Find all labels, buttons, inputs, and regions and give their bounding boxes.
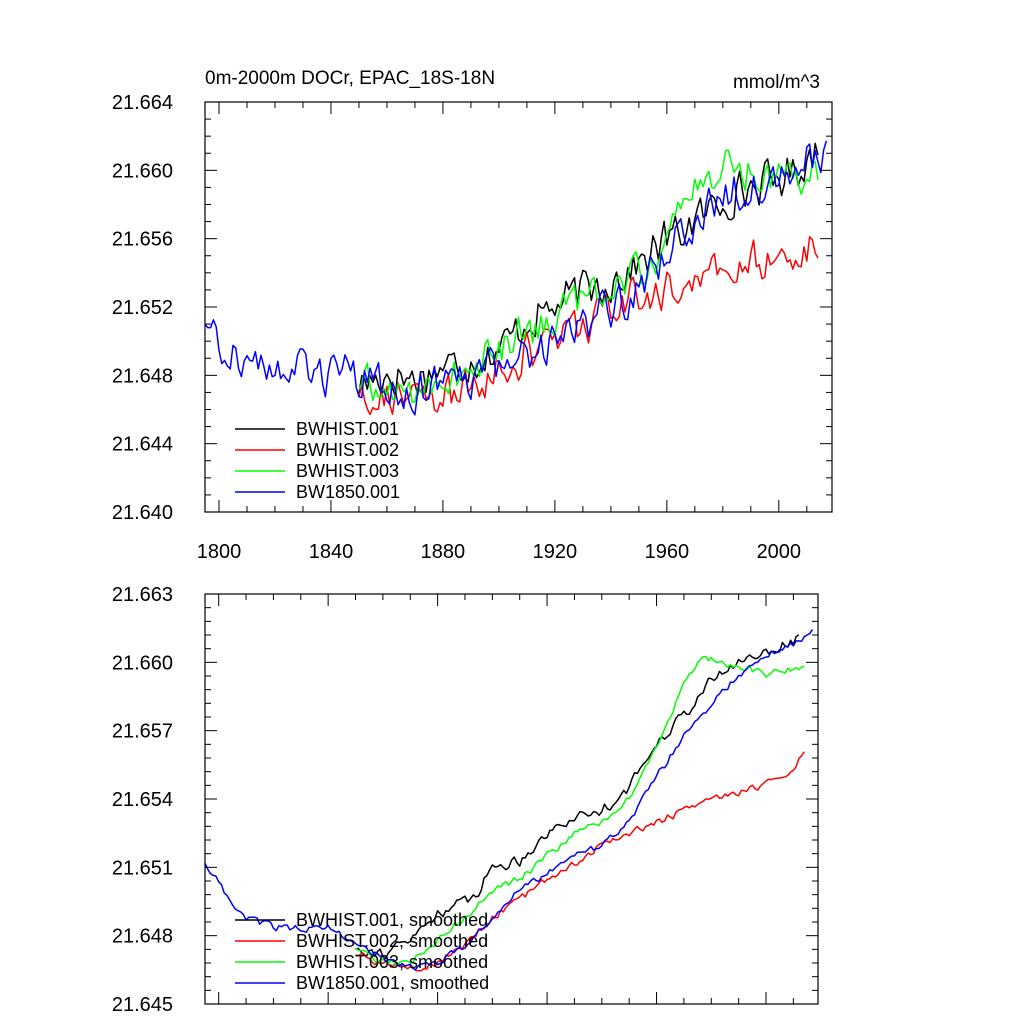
x-tick-label: 1960 — [645, 541, 690, 563]
y-tick-label: 21.656 — [112, 229, 173, 251]
y-tick-label: 21.651 — [112, 857, 173, 879]
y-tick-label: 21.645 — [112, 994, 173, 1016]
y-tick-label: 21.663 — [112, 584, 173, 606]
top-plot-frame — [204, 101, 833, 513]
legend-label: BWHIST.003 — [296, 461, 399, 481]
y-tick-label: 21.648 — [112, 926, 173, 948]
y-tick-label: 21.652 — [112, 297, 173, 319]
y-tick-label: 21.640 — [112, 502, 173, 524]
legend-label: BW1850.001, smoothed — [296, 973, 489, 993]
y-tick-label: 21.660 — [112, 652, 173, 674]
series-line-bw1850-001 — [204, 140, 828, 416]
series-line-bwhist-003-smoothed — [355, 655, 805, 967]
series-line-bwhist-002 — [358, 236, 819, 416]
y-tick-label: 21.654 — [112, 789, 173, 811]
legend-label: BWHIST.002, smoothed — [296, 931, 488, 951]
series-line-bw1850-001-smoothed — [204, 629, 814, 971]
y-tick-label: 21.657 — [112, 721, 173, 743]
y-tick-label: 21.660 — [112, 160, 173, 182]
y-tick-label: 21.664 — [112, 92, 173, 114]
legend-label: BWHIST.002 — [296, 440, 399, 460]
legend-label: BWHIST.001 — [296, 419, 399, 439]
top-panel-title: 0m-2000m DOCr, EPAC_18S-18N — [205, 68, 495, 89]
top-panel: 0m-2000m DOCr, EPAC_18S-18N mmol/m^3 BWH… — [112, 68, 833, 563]
legend-label: BWHIST.001, smoothed — [296, 910, 488, 930]
top-axes: 21.640 21.644 21.648 21.652 21.656 21.660 21.6… — [112, 92, 832, 563]
series-line-bwhist-003 — [358, 149, 819, 404]
x-tick-label: 1920 — [533, 541, 578, 563]
legend-label: BWHIST.003, smoothed — [296, 952, 488, 972]
y-tick-label: 21.648 — [112, 365, 173, 387]
bottom-series-group — [204, 629, 814, 972]
x-tick-label: 2000 — [757, 541, 802, 563]
bottom-axes: 21.645 21.648 21.651 21.654 21.657 21.660 21.6… — [112, 584, 818, 1016]
top-series-group — [204, 140, 828, 416]
y-tick-label: 21.644 — [112, 434, 173, 456]
top-panel-units: mmol/m^3 — [733, 72, 820, 93]
x-tick-label: 1880 — [421, 541, 466, 563]
x-tick-label: 1840 — [309, 541, 354, 563]
series-line-bwhist-001-smoothed — [355, 634, 800, 960]
legend-label: BW1850.001 — [296, 482, 400, 502]
bottom-plot-frame — [204, 593, 819, 1005]
x-tick-label: 1800 — [197, 541, 242, 563]
